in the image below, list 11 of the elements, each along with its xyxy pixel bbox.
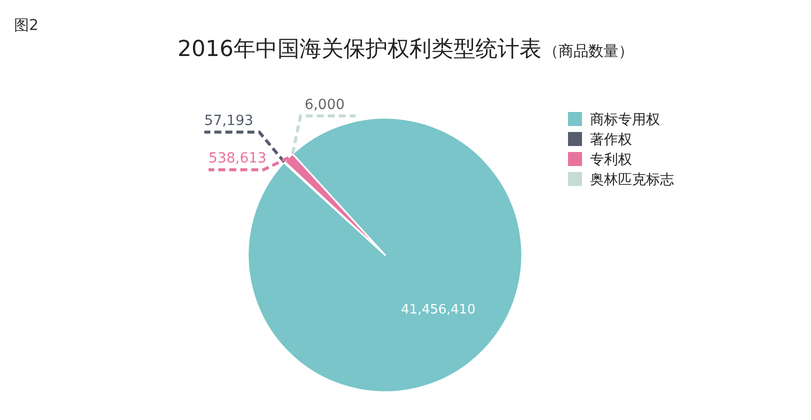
legend-label: 专利权 [590,152,632,168]
chart-subtitle: （商品数量） [544,42,634,60]
data-label: 41,456,410 [401,302,476,318]
legend-label: 奥林匹克标志 [590,172,674,188]
chart-title: 2016年中国海关保护权利类型统计表 [178,37,542,62]
legend-label: 著作权 [590,132,632,148]
data-label: 57,193 [204,113,254,130]
data-label: 6,000 [304,96,345,113]
caption: 图2 [14,16,39,34]
legend-label: 商标专用权 [590,112,660,128]
data-label: 538,613 [208,150,266,167]
